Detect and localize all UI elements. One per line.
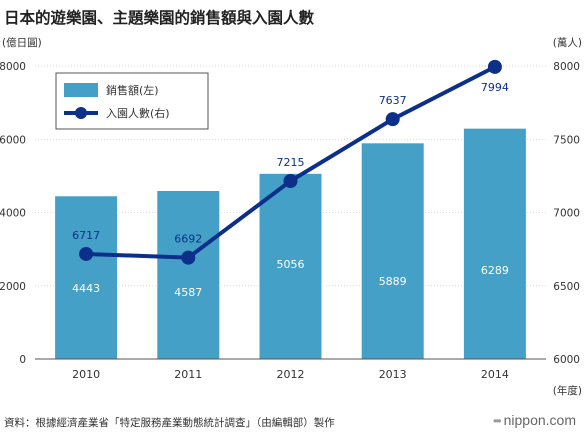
bar [55, 196, 118, 359]
left-tick-label: 4000 [0, 208, 26, 220]
line-point [283, 174, 298, 189]
left-tick-label: 8000 [0, 61, 26, 73]
x-tick-label: 2012 [277, 368, 305, 381]
line-point [79, 246, 94, 261]
x-tick-label: 2010 [72, 368, 100, 381]
bar [259, 173, 322, 359]
bar-value-label: 5889 [379, 275, 407, 288]
x-axis-unit: (年度) [553, 384, 582, 397]
right-tick-label: 6000 [553, 354, 580, 366]
source-note: 資料：根據經濟產業省「特定服務產業動態統計調查」（由編輯部）製作 [4, 417, 335, 429]
line-value-label: 7637 [379, 94, 407, 107]
legend: 銷售額(左) 入園人數(右) [55, 72, 209, 130]
line-value-label: 7994 [481, 81, 509, 94]
right-tick-label: 8000 [553, 61, 580, 73]
line-series: 6717 6692 7215 7637 7994 [72, 59, 509, 265]
x-tick-label: 2011 [174, 368, 202, 381]
bar-value-label: 4587 [174, 286, 202, 299]
legend-swatch-marker [75, 107, 87, 119]
x-tick-label: 2014 [481, 368, 509, 381]
x-tick-label: 2013 [379, 368, 407, 381]
line-value-label: 6692 [174, 233, 202, 246]
brand-dots-icon: ••• [493, 414, 501, 428]
line-value-label: 7215 [277, 156, 305, 169]
line-point [385, 112, 400, 127]
line-point [181, 250, 196, 265]
legend-label-line: 入園人數(右) [106, 106, 170, 120]
axis-labels: 0 2000 4000 6000 8000 6000 6500 7000 7500 8000 (億日… [0, 36, 582, 397]
left-tick-label: 2000 [0, 281, 26, 293]
right-tick-label: 7000 [553, 208, 580, 220]
brand-logo: ••• nippon.com [493, 412, 576, 428]
bar-value-label: 4443 [72, 282, 100, 295]
bar-value-label: 6289 [481, 264, 509, 277]
right-tick-label: 6500 [553, 281, 580, 293]
legend-label-bar: 銷售額(左) [106, 83, 159, 97]
line-point [487, 59, 502, 74]
bar-value-label: 5056 [277, 258, 305, 271]
brand-text: nippon.com [503, 412, 576, 428]
right-axis-unit: (萬人) [553, 36, 582, 49]
bar [361, 143, 424, 359]
chart-title: 日本的遊樂園、主題樂園的銷售額與入園人數 [4, 9, 315, 27]
line-value-label: 6717 [72, 229, 100, 242]
legend-swatch-bar [64, 83, 98, 97]
left-tick-label: 0 [19, 354, 26, 366]
legend-box [55, 72, 209, 130]
left-tick-label: 6000 [0, 134, 26, 146]
left-axis-unit: (億日圓) [2, 36, 42, 49]
bar-series: 4443 4587 5056 5889 6289 [55, 128, 526, 359]
bar [157, 191, 220, 359]
bar [463, 128, 526, 359]
right-tick-label: 7500 [553, 134, 580, 146]
